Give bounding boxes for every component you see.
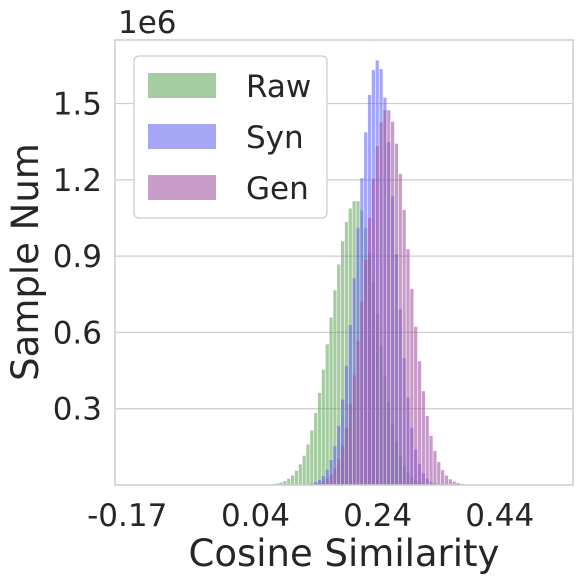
y-tick-label: 0.6 [53,315,102,351]
legend-swatch-gen [148,175,216,200]
bar-raw [306,444,310,485]
y-axis-label: Sample Num [4,143,47,381]
y-tick-label: 1.5 [53,87,102,123]
bar-syn [329,460,333,485]
bar-gen [325,478,329,485]
bar-gen [356,340,360,485]
plot-frame [114,39,574,486]
bar-syn [321,475,325,485]
bar-syn [314,482,318,485]
bar-raw [279,482,283,485]
bar-gen [425,415,429,485]
bar-gen [421,391,425,485]
bar-gen [410,288,414,485]
bar-raw [337,264,341,485]
y-tick-label: 1.2 [53,163,102,199]
x-tick-label: -0.17 [87,498,167,534]
legend-label-gen: Gen [246,171,309,207]
legend-swatch-syn [148,124,216,149]
bar-raw [298,464,302,485]
bar-gen [444,475,449,485]
bar-gen [383,110,387,486]
legend-swatch-raw [148,73,216,98]
bar-gen [437,462,441,485]
bar-gen [441,470,445,485]
bar-gen [452,481,456,485]
bar-syn [337,426,341,485]
bar-raw [283,480,287,485]
y-tick-label: 0.3 [53,392,102,428]
bar-gen [360,301,364,485]
bar-gen [387,110,391,485]
bar-syn [340,399,345,485]
bar-syn [325,469,329,485]
bar-gen [429,435,433,485]
bar-gen [348,404,352,485]
bar-gen [433,450,437,485]
bar-gen [375,146,379,485]
bar-gen [333,468,337,485]
bar-syn [344,365,349,485]
bar-gen [398,173,402,485]
bar-raw [344,222,349,485]
legend-label-raw: Raw [246,69,311,105]
histogram-bars [271,60,464,486]
bar-gen [340,445,345,485]
legend-label-syn: Syn [246,120,304,156]
bar-raw [302,455,306,485]
x-axis-label: Cosine Similarity [189,532,500,575]
bar-raw [321,369,325,485]
bar-gen [321,481,325,485]
bar-raw [287,478,291,485]
bar-raw [317,392,322,485]
bar-gen [337,458,341,485]
bar-gen [352,375,356,485]
bar-gen [394,143,399,485]
bar-gen [448,479,452,485]
bar-gen [417,361,422,485]
y-tick-label: 0.9 [53,239,102,275]
x-axis-ticks: -0.17 0.04 0.24 0.44 [87,498,534,534]
y-axis-ticks: 0.3 0.6 0.9 1.2 1.5 [53,87,102,428]
bar-raw [340,241,345,485]
bar-gen [344,427,349,485]
bar-syn [317,479,322,485]
x-tick-label: 0.44 [465,498,534,534]
bar-raw [333,290,337,485]
bar-raw [290,475,295,485]
bar-raw [314,413,318,485]
bar-raw [325,344,329,485]
bar-gen [329,474,333,485]
bar-gen [317,483,322,485]
bar-syn [333,445,337,485]
bar-gen [367,218,372,485]
bar-gen [456,483,460,485]
bar-gen [364,260,368,485]
bar-gen [402,209,406,485]
x-tick-label: 0.24 [343,498,412,534]
bar-raw [275,483,279,485]
bar-raw [310,430,314,485]
x-tick-label: 0.04 [221,498,290,534]
bar-gen [406,249,410,485]
bar-gen [371,179,375,485]
bar-raw [329,317,333,485]
bar-gen [379,122,383,485]
legend: Raw Syn Gen [133,55,328,219]
bar-gen [390,121,395,486]
bar-raw [294,470,299,485]
bar-gen [414,326,418,485]
y-offset-label: 1e6 [118,5,177,41]
